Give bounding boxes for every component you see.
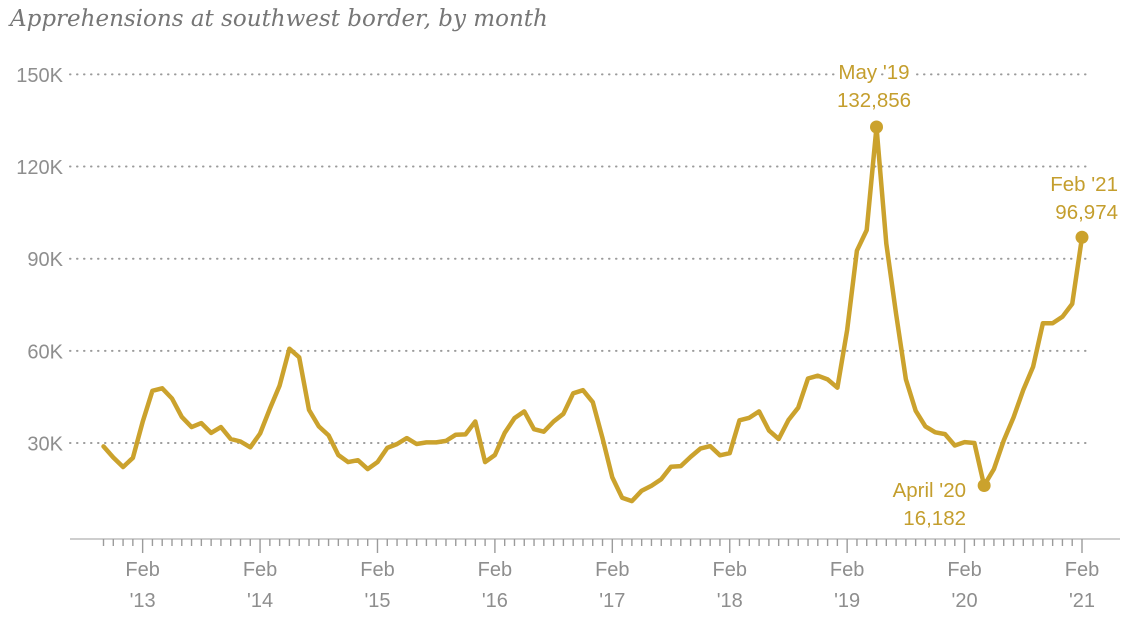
y-tick-label: 90K bbox=[27, 249, 63, 271]
callout-date-label: Feb '21 bbox=[1050, 173, 1118, 196]
x-tick-month: Feb bbox=[125, 559, 159, 581]
x-tick-year: '19 bbox=[834, 590, 860, 612]
x-tick-year: '16 bbox=[482, 590, 508, 612]
x-tick-year: '17 bbox=[599, 590, 625, 612]
gridlines bbox=[69, 73, 1091, 445]
x-tick-year: '21 bbox=[1069, 590, 1095, 612]
callout-value-label: 96,974 bbox=[1055, 201, 1118, 224]
x-axis-labels: Feb '13 Feb '14 Feb '15 Feb '16 Feb '17 Feb '18 Feb '… bbox=[125, 559, 1099, 612]
x-tick-month: Feb bbox=[713, 559, 747, 581]
callout-dots bbox=[870, 120, 1089, 492]
data-line bbox=[101, 124, 1085, 504]
y-tick-label: 60K bbox=[27, 341, 63, 363]
apprehensions-line bbox=[101, 124, 1085, 504]
x-tick-year: '20 bbox=[952, 590, 978, 612]
x-tick-month: Feb bbox=[243, 559, 277, 581]
y-axis-labels: 30K 60K 90K 120K 150K bbox=[16, 65, 63, 456]
x-tick-month: Feb bbox=[478, 559, 512, 581]
callout-dot bbox=[977, 478, 991, 492]
x-tick-year: '15 bbox=[364, 590, 390, 612]
x-tick-year: '14 bbox=[247, 590, 273, 612]
y-tick-label: 120K bbox=[16, 157, 63, 179]
callout-dot bbox=[870, 120, 884, 134]
chart-title: Apprehensions at southwest border, by mo… bbox=[8, 6, 548, 32]
callout-date-label: April '20 bbox=[893, 479, 966, 502]
x-tick-month: Feb bbox=[1065, 559, 1099, 581]
callout-value-label: 132,856 bbox=[837, 89, 911, 112]
callout-date-label: May '19 bbox=[838, 61, 909, 84]
x-axis-ticks bbox=[102, 539, 1083, 553]
callout-value-label: 16,182 bbox=[903, 507, 966, 530]
y-tick-label: 30K bbox=[27, 434, 63, 456]
callout-labels: May '19 132,856 April '20 16,182 Feb '21 96,9… bbox=[833, 58, 1121, 534]
callout-dot bbox=[1075, 230, 1089, 244]
y-tick-label: 150K bbox=[16, 65, 63, 87]
x-tick-month: Feb bbox=[947, 559, 981, 581]
x-tick-month: Feb bbox=[830, 559, 864, 581]
x-tick-year: '13 bbox=[130, 590, 156, 612]
x-tick-month: Feb bbox=[360, 559, 394, 581]
x-tick-year: '18 bbox=[717, 590, 743, 612]
x-tick-month: Feb bbox=[595, 559, 629, 581]
